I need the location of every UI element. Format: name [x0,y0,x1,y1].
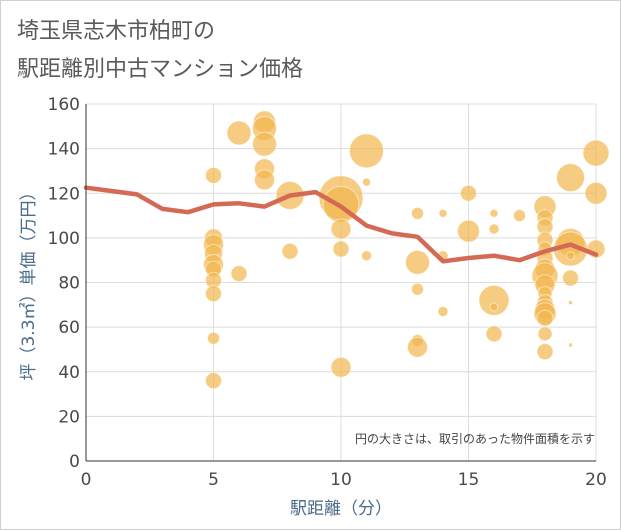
bubble-point-35 [460,184,477,202]
bubble-point-28 [405,249,430,275]
chart-title-line-2: 駅距離別中古マンション価格 [17,57,304,82]
bubble-point-31 [407,336,428,358]
y-tick-label-120: 120 [48,184,80,204]
bubble-point-57 [537,326,553,342]
x-tick-label-15: 15 [458,470,480,490]
y-tick-label-0: 0 [69,452,80,472]
bubble-point-25 [362,177,371,187]
bubble-point-36 [457,219,480,243]
bubble-point-18 [281,242,299,260]
bubble-point-42 [513,209,526,223]
x-tick-label-5: 5 [208,470,219,490]
bubble-point-8 [207,331,220,345]
bubble-point-64 [568,300,573,306]
bubble-point-21 [330,218,352,240]
bubble-point-9 [205,372,222,390]
y-axis-title: 坪（3.3㎡）単価（万円） [19,183,39,380]
bubble-point-59 [556,163,585,193]
bubble-point-26 [361,250,372,262]
y-tick-label-100: 100 [48,229,80,249]
chart-title: 埼玉県志木市柏町の 駅距離別中古マンション価格 [17,13,303,89]
bubble-point-41 [485,325,503,343]
x-tick-label-0: 0 [81,470,92,490]
axes [85,104,596,462]
tick-labels: 0 20 40 60 80 100 120 140 160 0 5 10 15 20 [48,95,607,490]
y-tick-label-160: 160 [48,95,80,115]
bubble-point-22 [332,240,350,258]
bubble-point-7 [205,285,222,303]
grid-lines [85,103,597,462]
x-tick-label-10: 10 [330,470,352,490]
bubble-point-34 [437,306,449,318]
trend-line-layer [83,185,599,264]
y-tick-label-140: 140 [48,140,80,160]
bubble-point-56 [536,309,554,327]
y-tick-label-40: 40 [58,363,80,383]
bubble-layer [203,110,610,390]
bubble-point-40 [489,302,499,312]
bubble-point-16 [254,169,275,191]
x-axis-title: 駅距離（分） [290,499,392,519]
bubble-point-67 [584,181,608,205]
bubble-point-14 [252,131,277,157]
bubble-point-38 [488,223,500,235]
bubble-point-27 [411,206,424,220]
bubble-point-63 [562,269,579,287]
bubble-point-66 [582,139,610,167]
bubble-point-23 [330,356,352,378]
bubble-point-32 [438,208,448,218]
size-note: 円の大きさは、取引のあった物件面積を示す [355,431,595,446]
bubble-point-65 [568,342,573,348]
bubble-point-62 [566,251,575,261]
bubble-point-11 [230,265,248,283]
bubble-point-0 [205,166,222,184]
x-tick-label-20: 20 [585,470,607,490]
y-tick-label-80: 80 [58,274,80,294]
average-line [83,185,599,264]
bubble-point-37 [489,208,499,218]
y-tick-label-20: 20 [58,407,80,427]
bubble-point-58 [536,343,554,361]
bubble-point-10 [226,120,252,146]
chart-title-line-1: 埼玉県志木市柏町の [17,19,216,44]
bubble-point-39 [478,284,510,316]
bubble-point-29 [411,282,424,296]
y-tick-label-60: 60 [58,318,80,338]
bubble-point-24 [349,133,384,169]
